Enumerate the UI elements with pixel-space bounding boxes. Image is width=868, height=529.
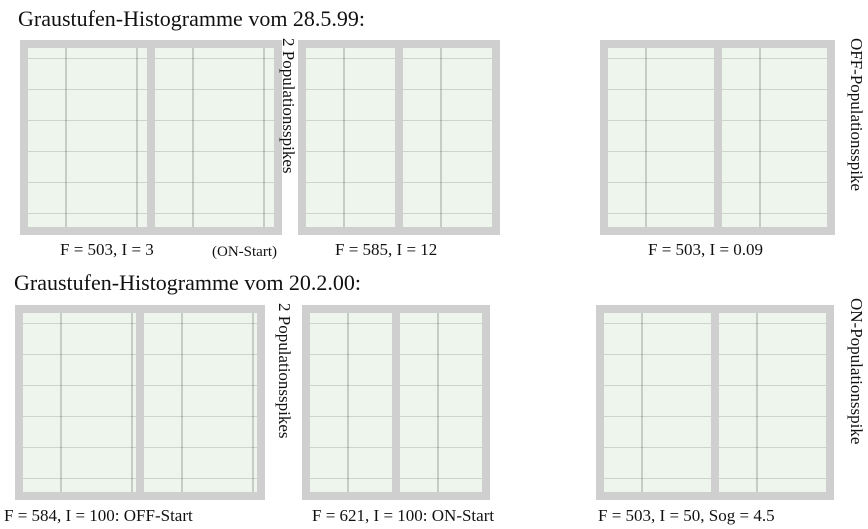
histogram-panel: [302, 305, 490, 500]
side-label: OFF-Populationsspike: [846, 38, 866, 191]
caption: F = 584, I = 100: OFF-Start: [4, 506, 193, 526]
caption: F = 503, I = 50, Sog = 4.5: [598, 506, 775, 526]
caption: (ON-Start): [212, 244, 277, 261]
caption: F = 621, I = 100: ON-Start: [312, 506, 494, 526]
side-label: 2 Populationsspikes: [274, 303, 294, 439]
histogram-panel: [298, 40, 500, 235]
side-label: ON-Populationsspike: [846, 298, 866, 444]
caption: F = 503, I = 0.09: [648, 240, 763, 260]
caption: F = 585, I = 12: [335, 240, 437, 260]
section-title: Graustufen-Histogramme vom 20.2.00:: [14, 270, 361, 296]
side-label: 2 Populationsspikes: [278, 38, 298, 174]
figure-page: Graustufen-Histogramme vom 28.5.99: 2 Po…: [0, 0, 868, 529]
histogram-panel: [15, 305, 265, 500]
histogram-panel: [20, 40, 282, 235]
histogram-panel: [596, 305, 834, 500]
section-title: Graustufen-Histogramme vom 28.5.99:: [18, 6, 365, 32]
caption: F = 503, I = 3: [60, 240, 154, 260]
histogram-panel: [600, 40, 835, 235]
